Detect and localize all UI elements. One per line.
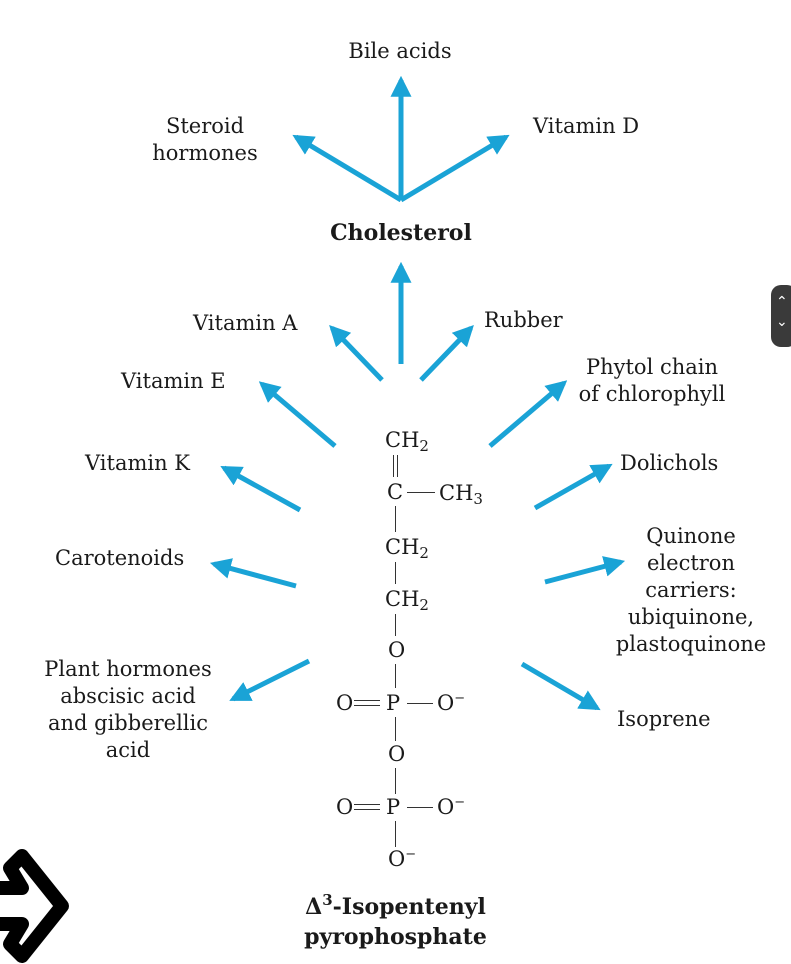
label-cholesterol: Cholesterol [330,220,472,246]
arrow-to-vitamin-e [258,381,337,448]
atom-o-left1: O [336,691,354,715]
bond-p2-ominus [407,807,433,808]
atom-o-minus2: O− [437,795,466,819]
atom-p2: P [386,795,401,819]
bond-c-ch2 [395,506,396,532]
label-isoprene: Isoprene [617,707,711,731]
label-vitamin-d: Vitamin D [533,114,640,138]
atom-ch2-a: CH2 [385,535,429,562]
label-steroid-hormones: Steroid hormones [152,114,258,165]
bond-ch2-o [395,614,396,636]
scroll-navigator[interactable]: ⌃ ⌄ [771,285,791,347]
chevron-down-icon[interactable]: ⌄ [776,314,788,330]
label-vitamin-a: Vitamin A [193,311,298,335]
chevron-up-icon[interactable]: ⌃ [776,294,788,310]
double-bond-b [397,455,398,477]
label-vitamin-e: Vitamin E [121,369,226,393]
atom-o-minus1: O− [437,691,466,715]
bond-o-p1 [395,664,396,688]
compound-name-line1: Δ3-Isopentenyl [305,891,486,921]
arrow-to-vitamin-d [399,134,510,203]
double-bond-p2-b [354,809,380,810]
label-carotenoids: Carotenoids [55,546,185,570]
bond-p1-ominus [407,703,433,704]
label-bile-acids: Bile acids [348,39,452,63]
atom-o2: O [388,742,406,766]
atom-ch3: CH3 [439,481,483,508]
atom-o-bottom: O− [388,847,417,871]
label-vitamin-k: Vitamin K [85,451,190,475]
double-bond-p2-a [354,804,380,805]
arrow-to-phytol [488,380,568,448]
double-bond-p1-a [354,700,380,701]
label-rubber: Rubber [484,308,563,332]
arrow-right-icon[interactable] [0,848,70,964]
compound-name: Δ3-Isopentenyl pyrophosphate [0,892,791,952]
atom-ch2-top: CH2 [385,428,429,455]
double-bond-a [393,455,394,477]
arrow-to-quinone [544,556,626,585]
arrow-to-vitamin-k [220,465,302,513]
arrow-to-dolichols [533,463,613,511]
bond-p2-obottom [395,821,396,847]
label-phytol-chain: Phytol chain of chlorophyll [578,355,726,406]
arrow-to-plant-hormones [229,658,311,702]
arrow-to-steroid-hormones [292,134,403,203]
bond-ch2-ch2 [395,562,396,584]
arrow-to-rubber [419,324,474,382]
bond-p1-o2 [395,717,396,741]
atom-o1: O [388,638,406,662]
arrow-to-carotenoids [209,558,297,589]
double-bond-p1-b [354,705,380,706]
label-plant-hormones: Plant hormones abscisic acid and gibbere… [44,657,212,762]
atom-c: C [387,480,404,504]
atom-p1: P [386,691,401,715]
label-dolichols: Dolichols [620,451,719,475]
compound-name-line2: pyrophosphate [304,924,487,950]
bond-o2-p2 [395,768,396,794]
arrow-to-vitamin-a [329,324,384,382]
bond-c-ch3 [407,492,435,493]
atom-ch2-b: CH2 [385,587,429,614]
label-quinone-carriers: Quinone electron carriers: ubiquinone, p… [615,524,767,656]
atom-o-left2: O [336,795,354,819]
arrow-to-isoprene [520,661,601,711]
